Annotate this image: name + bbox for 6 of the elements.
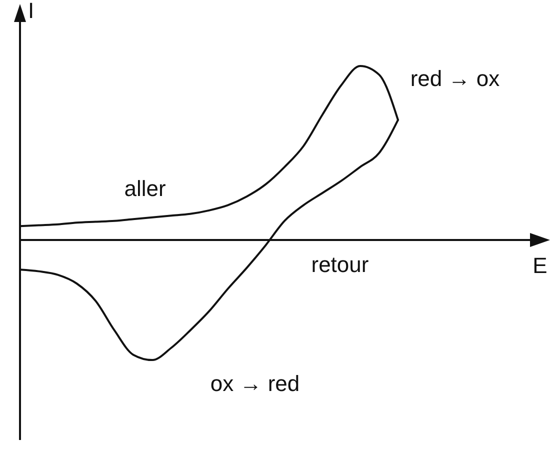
text: ox → red [210, 370, 300, 396]
annotation: aller [124, 176, 166, 201]
annotation: retour [311, 252, 369, 277]
text: red → ox [410, 66, 500, 91]
text: E [532, 252, 548, 278]
y-axis-title: I [28, 0, 34, 23]
